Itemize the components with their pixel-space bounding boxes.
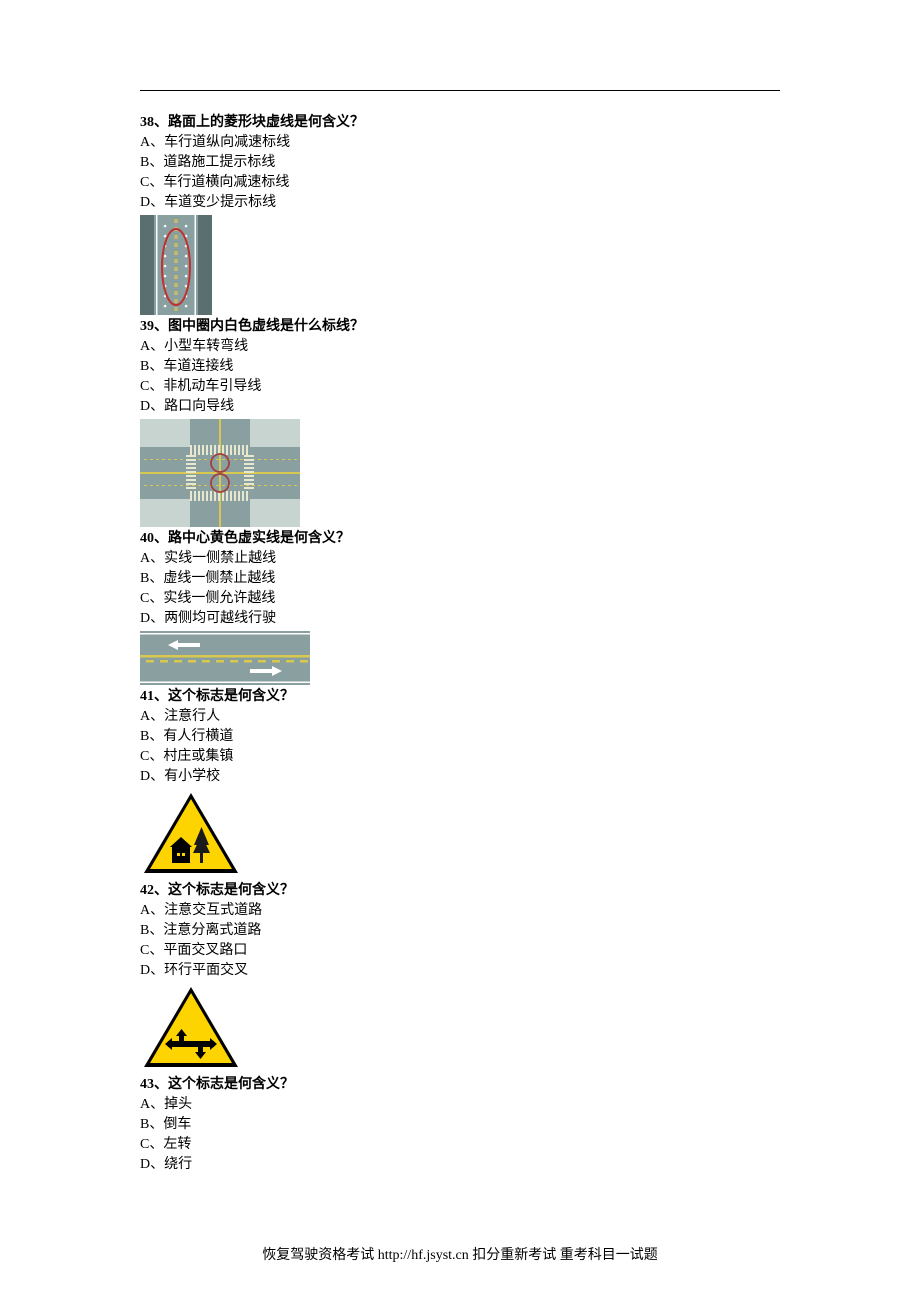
footer-url: http://hf.jsyst.cn <box>378 1248 469 1263</box>
question-block: 40、路中心黄色虚实线是何含义？A、实线一侧禁止越线B、虚线一侧禁止越线C、实线… <box>140 529 780 685</box>
question-option: A、小型车转弯线 <box>140 337 780 357</box>
question-option: A、注意行人 <box>140 707 780 727</box>
question-image <box>140 789 780 879</box>
question-option: A、注意交互式道路 <box>140 901 780 921</box>
question-option: B、道路施工提示标线 <box>140 153 780 173</box>
footer-text-before: 恢复驾驶资格考试 <box>262 1248 378 1263</box>
question-title: 43、这个标志是何含义？ <box>140 1075 780 1095</box>
village-sign-image <box>140 789 242 879</box>
page-content: 38、路面上的菱形块虚线是何含义？A、车行道纵向减速标线B、道路施工提示标线C、… <box>0 0 920 1175</box>
question-option: B、车道连接线 <box>140 357 780 377</box>
question-option: C、左转 <box>140 1135 780 1155</box>
question-option: D、有小学校 <box>140 767 780 787</box>
footer-text-after: 扣分重新考试 重考科目一试题 <box>469 1248 658 1263</box>
question-image <box>140 983 780 1073</box>
question-option: D、两侧均可越线行驶 <box>140 609 780 629</box>
crossroad-sign-image <box>140 983 242 1073</box>
question-option: B、注意分离式道路 <box>140 921 780 941</box>
question-title: 42、这个标志是何含义？ <box>140 881 780 901</box>
question-option: B、倒车 <box>140 1115 780 1135</box>
question-option: B、虚线一侧禁止越线 <box>140 569 780 589</box>
question-title: 40、路中心黄色虚实线是何含义？ <box>140 529 780 549</box>
question-option: C、实线一侧允许越线 <box>140 589 780 609</box>
question-title: 39、图中圈内白色虚线是什么标线？ <box>140 317 780 337</box>
page-footer: 恢复驾驶资格考试 http://hf.jsyst.cn 扣分重新考试 重考科目一… <box>0 1244 920 1264</box>
question-option: D、路口向导线 <box>140 397 780 417</box>
question-option: A、车行道纵向减速标线 <box>140 133 780 153</box>
question-title: 38、路面上的菱形块虚线是何含义？ <box>140 113 780 133</box>
question-title: 41、这个标志是何含义？ <box>140 687 780 707</box>
question-block: 43、这个标志是何含义？A、掉头B、倒车C、左转D、绕行 <box>140 1075 780 1175</box>
road-diamonds-image <box>140 215 212 315</box>
question-option: C、村庄或集镇 <box>140 747 780 767</box>
question-image <box>140 631 780 685</box>
question-option: C、非机动车引导线 <box>140 377 780 397</box>
question-option: D、车道变少提示标线 <box>140 193 780 213</box>
question-option: B、有人行横道 <box>140 727 780 747</box>
question-option: C、车行道横向减速标线 <box>140 173 780 193</box>
question-block: 39、图中圈内白色虚线是什么标线？A、小型车转弯线B、车道连接线C、非机动车引导… <box>140 317 780 527</box>
question-option: D、环行平面交叉 <box>140 961 780 981</box>
question-image <box>140 419 780 527</box>
question-option: A、掉头 <box>140 1095 780 1115</box>
question-block: 38、路面上的菱形块虚线是何含义？A、车行道纵向减速标线B、道路施工提示标线C、… <box>140 113 780 315</box>
top-rule <box>140 90 780 91</box>
question-option: D、绕行 <box>140 1155 780 1175</box>
question-image <box>140 215 780 315</box>
intersection-image <box>140 419 300 527</box>
question-option: C、平面交叉路口 <box>140 941 780 961</box>
question-block: 42、这个标志是何含义？A、注意交互式道路B、注意分离式道路C、平面交叉路口D、… <box>140 881 780 1073</box>
yellow-line-image <box>140 631 310 685</box>
question-block: 41、这个标志是何含义？A、注意行人B、有人行横道C、村庄或集镇D、有小学校 <box>140 687 780 879</box>
question-option: A、实线一侧禁止越线 <box>140 549 780 569</box>
